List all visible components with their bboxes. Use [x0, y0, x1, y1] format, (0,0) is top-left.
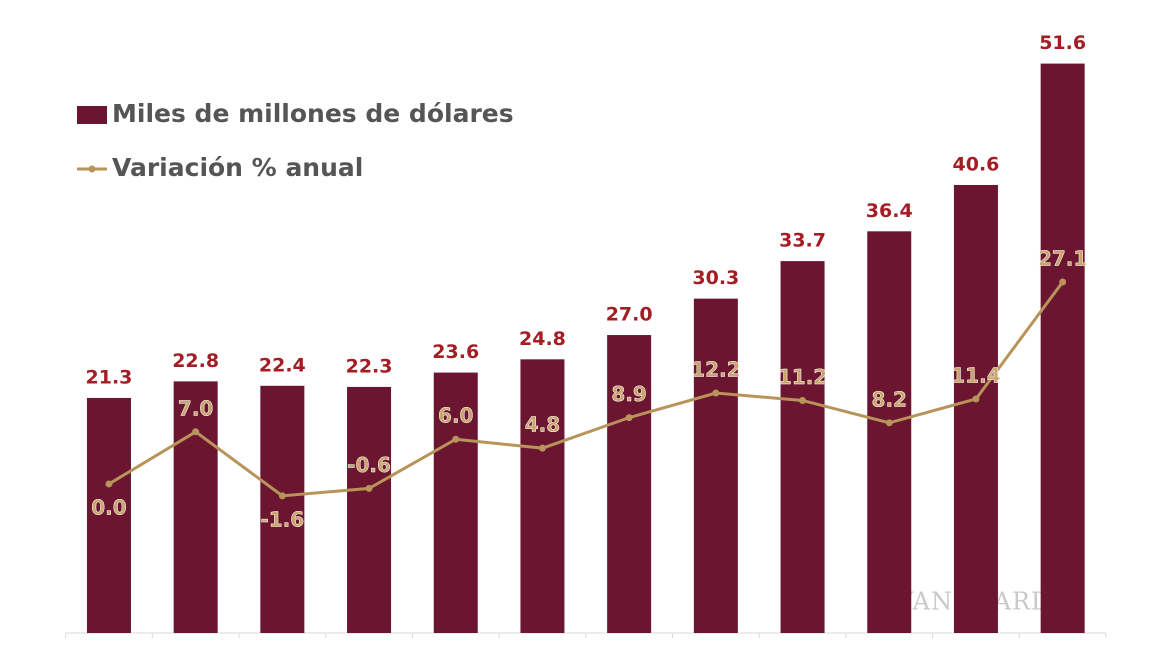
line-value-label: 8.9	[611, 382, 646, 406]
bar	[953, 184, 998, 633]
line-value-label: 0.0	[91, 495, 126, 519]
line-point	[625, 414, 633, 422]
legend-label: Variación % anual	[112, 153, 363, 182]
line-point	[712, 389, 720, 397]
bar-value-label: 30.3	[692, 267, 739, 289]
bar	[867, 231, 912, 633]
line-point	[452, 435, 460, 443]
bar	[433, 372, 478, 633]
line-value-label: 7.0	[178, 396, 213, 420]
bar-value-label: 27.0	[606, 304, 653, 326]
bar-value-label: 36.4	[866, 200, 913, 222]
bar-value-label: 22.3	[346, 355, 393, 377]
line-value-label: -0.6	[347, 453, 391, 477]
bar	[693, 298, 738, 633]
line-value-label: 4.8	[525, 413, 560, 437]
line	[108, 281, 1064, 498]
bar-value-label: 21.3	[86, 366, 133, 388]
line-value-label: 6.0	[438, 404, 473, 428]
bar-value-label: 51.6	[1039, 32, 1086, 54]
line-value-label: 27.1	[1038, 246, 1087, 270]
line-value-label: 8.2	[872, 387, 907, 411]
line-point	[1059, 278, 1067, 286]
bar-value-label: 24.8	[519, 328, 566, 350]
line-value-label: 11.4	[951, 363, 1000, 387]
bar-value-label: 33.7	[779, 230, 826, 252]
line-point	[885, 419, 893, 427]
legend-swatch-point	[88, 165, 96, 173]
bar	[1040, 63, 1085, 633]
bar	[607, 335, 652, 633]
line-point	[365, 484, 373, 492]
bar-value-label: 22.8	[172, 350, 219, 372]
bar	[86, 397, 131, 633]
line-point	[192, 428, 200, 436]
line-point	[799, 396, 807, 404]
bar-value-label: 40.6	[953, 153, 1000, 175]
bar-value-label: 23.6	[432, 341, 479, 363]
line-value-label: -1.6	[260, 507, 304, 531]
line-point	[278, 492, 286, 500]
bar	[520, 359, 565, 633]
line-point	[538, 444, 546, 452]
bar	[347, 386, 392, 633]
line-value-label: 11.2	[778, 365, 827, 389]
line-point	[105, 480, 113, 488]
legend-label: Miles de millones de dólares	[112, 99, 514, 128]
line-point	[972, 395, 980, 403]
bar-value-label: 22.4	[259, 354, 306, 376]
bar	[780, 261, 825, 633]
line-value-label: 12.2	[691, 358, 740, 382]
bar	[260, 385, 305, 633]
legend-swatch	[77, 106, 107, 124]
bar	[173, 381, 218, 633]
